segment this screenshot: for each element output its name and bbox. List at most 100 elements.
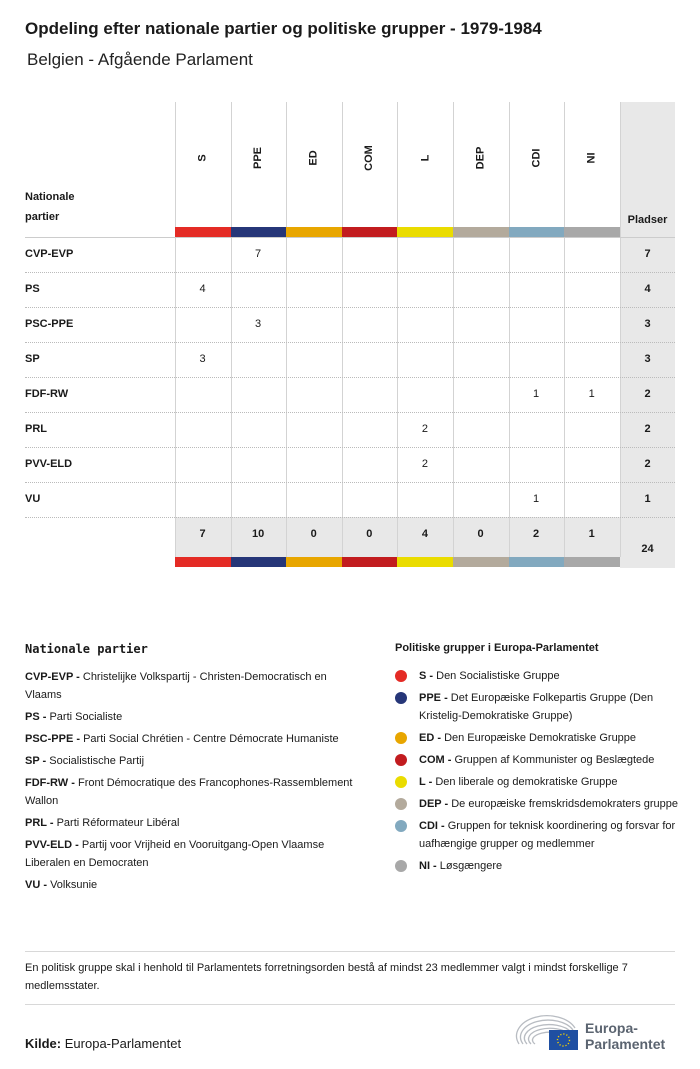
legend-party-code: PS - <box>25 711 47 723</box>
group-color-dot-icon <box>395 860 407 872</box>
group-color-bar <box>286 557 342 567</box>
group-color-bar <box>564 227 620 237</box>
legend-group-name: Den liberale og demokratiske Gruppe <box>435 776 618 788</box>
row-total: 4 <box>644 283 651 295</box>
legend-party-item: VU - Volksunie <box>25 876 365 894</box>
group-color-bar <box>230 557 287 567</box>
column-divider <box>230 102 232 557</box>
column-divider <box>397 102 399 557</box>
legend-group-code: ED - <box>419 732 441 744</box>
row-total: 3 <box>644 353 651 365</box>
footnote: En politisk gruppe skal i henhold til Pa… <box>25 962 628 992</box>
legend-party-name: Front Démocratique des Francophones-Rass… <box>25 777 353 807</box>
legend-party-code: PVV-ELD - <box>25 839 79 851</box>
legend-group-code: PPE - <box>419 692 448 704</box>
page-subtitle: Belgien - Afgående Parlament <box>27 50 253 69</box>
legend-group-name: Den Socialistiske Gruppe <box>436 670 560 682</box>
group-code: PPE <box>252 146 265 170</box>
legend-group-code: DEP - <box>419 798 449 810</box>
row-party-label: SP <box>25 353 40 365</box>
group-code: NI <box>585 152 598 164</box>
column-divider <box>286 102 288 557</box>
legend-group-name: Løsgængere <box>439 860 503 872</box>
legend-party-code: FDF-RW - <box>25 777 75 789</box>
page-title: Opdeling efter nationale partier og poli… <box>25 19 542 38</box>
legend-political-groups: Politiske grupper i Europa-Parlamentet S… <box>395 642 680 879</box>
table-cell: 1 <box>533 493 540 505</box>
row-total: 2 <box>644 388 651 400</box>
group-color-bar <box>397 227 453 237</box>
column-divider <box>508 102 510 557</box>
legend-party-item: SP - Socialistische Partij <box>25 752 365 770</box>
row-total: 3 <box>644 318 651 330</box>
column-divider <box>453 102 454 557</box>
group-color-dot-icon <box>395 776 407 788</box>
legend-party-name: Christelijke Volkspartij - Christen-Demo… <box>25 671 327 701</box>
legend-party-name: Parti Socialiste <box>49 711 123 723</box>
group-header-s: S <box>175 152 230 164</box>
group-color-bar <box>341 227 398 237</box>
total-header: Pladser <box>627 214 668 226</box>
legend-party-item: PS - Parti Socialiste <box>25 708 365 726</box>
legend-party-name: Socialistische Partij <box>49 755 145 767</box>
group-color-dot-icon <box>395 820 407 832</box>
legend-group-code: CDI - <box>419 820 445 832</box>
legend-party-name: Parti Réformateur Libéral <box>56 817 180 829</box>
group-header-com: COM <box>342 145 397 171</box>
legend-group-code: S - <box>419 670 434 682</box>
legend-party-code: SP - <box>25 755 47 767</box>
row-divider <box>25 482 675 483</box>
source: Kilde: Europa-Parlamentet <box>25 1036 181 1051</box>
legend-group-item: S - Den Socialistiske Gruppe <box>395 667 680 685</box>
group-color-bar <box>286 227 342 237</box>
legend-group-name: Den Europæiske Demokratiske Gruppe <box>444 732 637 744</box>
source-label: Kilde: <box>25 1036 62 1051</box>
column-total: 0 <box>477 528 484 540</box>
row-party-label: PVV-ELD <box>25 458 73 470</box>
group-color-bar <box>564 557 620 567</box>
group-header-ppe: PPE <box>231 147 286 169</box>
column-total: 2 <box>533 528 540 540</box>
legend-group-item: COM - Gruppen af Kommunister og Beslægte… <box>395 751 680 769</box>
legend-party-name: Volksunie <box>50 879 98 891</box>
eu-flag-icon <box>549 1030 578 1050</box>
row-total: 7 <box>644 248 651 260</box>
legend-party-name: Parti Social Chrétien - Centre Démocrate… <box>83 733 339 745</box>
row-party-label: FDF-RW <box>25 388 69 400</box>
group-color-bar <box>397 557 453 567</box>
legend-group-item: NI - Løsgængere <box>395 857 680 875</box>
table-cell: 3 <box>255 318 262 330</box>
legend-party-code: PSC-PPE - <box>25 733 81 745</box>
group-color-dot-icon <box>395 754 407 766</box>
group-code: CDI <box>530 148 543 168</box>
column-total: 1 <box>588 528 595 540</box>
group-color-bar <box>453 227 509 237</box>
row-party-label: PS <box>25 283 40 295</box>
legend-party-item: PSC-PPE - Parti Social Chrétien - Centre… <box>25 730 365 748</box>
group-code: S <box>196 154 209 162</box>
column-total: 7 <box>199 528 206 540</box>
column-total: 4 <box>421 528 428 540</box>
legend-party-code: CVP-EVP - <box>25 671 80 683</box>
legend-group-item: DEP - De europæiske fremskridsdemokrater… <box>395 795 680 813</box>
group-color-dot-icon <box>395 692 407 704</box>
group-color-bar <box>508 227 565 237</box>
row-total: 2 <box>644 423 651 435</box>
row-total: 1 <box>644 493 651 505</box>
legend-group-item: ED - Den Europæiske Demokratiske Gruppe <box>395 729 680 747</box>
table-cell: 2 <box>421 423 428 435</box>
table-cell: 4 <box>199 283 206 295</box>
row-divider <box>25 377 675 378</box>
legend-party-code: VU - <box>25 879 47 891</box>
seat-table: Nationale partier Pladser 24 S 7 PPE 10 ED 0 C… <box>25 102 675 568</box>
group-color-bar <box>453 557 509 567</box>
row-party-label: PRL <box>25 423 47 435</box>
group-header-l: L <box>397 152 452 164</box>
logo-line1: Europa- <box>585 1020 638 1036</box>
group-code: COM <box>363 145 376 171</box>
group-code: L <box>418 154 431 162</box>
column-divider <box>619 102 621 557</box>
header-rule <box>25 237 675 238</box>
row-header: Nationale partier <box>25 191 75 223</box>
divider <box>25 951 675 952</box>
